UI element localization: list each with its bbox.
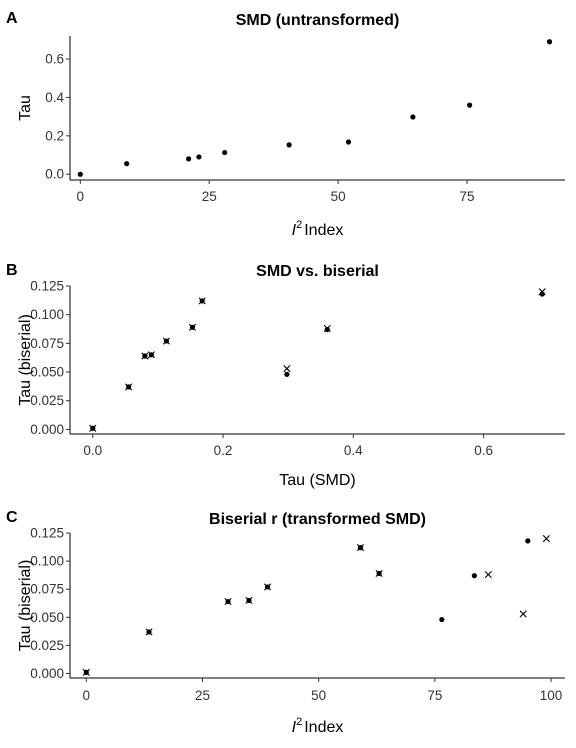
x-tick-label: 25 <box>202 189 217 204</box>
chart-title: SMD (untransformed) <box>236 12 400 29</box>
x-tick-label: 0.2 <box>214 443 233 458</box>
panel-letter: B <box>6 262 18 279</box>
data-point <box>324 326 330 333</box>
x-tick-label: 0 <box>83 688 91 703</box>
panel-b: B SMD vs. biserial 0.0 0.2 0.4 0.6 0.000 0.025 0… <box>6 262 565 489</box>
data-point-cross <box>245 596 253 605</box>
y-tick-label: 0.125 <box>30 279 64 294</box>
panel-a: A SMD (untransformed) 0 25 50 75 0.0 0.2 0.4 0.6 I… <box>6 10 565 239</box>
data-point <box>467 102 473 108</box>
data-point-cross <box>147 351 156 359</box>
x-axis-superscript: 2 <box>296 716 302 728</box>
data-point-cross <box>82 668 90 676</box>
x-tick-label: 25 <box>195 688 210 703</box>
panel-letter: A <box>6 10 18 27</box>
data-point-cross <box>188 323 197 331</box>
data-point-cross <box>145 628 153 636</box>
x-axis-title: I2 Index <box>292 219 344 239</box>
y-tick-label: 0.050 <box>30 365 64 380</box>
x-tick-label: 75 <box>427 688 442 703</box>
x-axis-title: I2 Index <box>292 716 344 736</box>
y-tick-label: 0.0 <box>45 167 64 182</box>
data-point-cross <box>484 571 492 579</box>
x-tick-label: 50 <box>311 688 326 703</box>
y-tick-label: 0.125 <box>30 526 64 541</box>
data-point <box>284 371 290 377</box>
y-tick-label: 0.100 <box>30 307 64 322</box>
x-tick-label: 0.0 <box>83 443 102 458</box>
chart-title: SMD vs. biserial <box>256 263 379 280</box>
data-point-cross <box>198 297 206 305</box>
y-tick-label: 0.000 <box>30 666 64 681</box>
data-point-cross <box>519 610 527 618</box>
data-point <box>410 114 416 120</box>
data-point <box>525 538 531 544</box>
y-tick-label: 0.050 <box>30 610 64 625</box>
panel-letter: C <box>6 509 18 526</box>
x-tick-label: 75 <box>460 189 475 204</box>
y-axis-label: Tau <box>17 95 34 121</box>
data-point <box>185 156 192 162</box>
data-point <box>196 154 202 160</box>
x-axis-label: Index <box>304 719 343 736</box>
x-tick-label: 0.4 <box>344 443 363 458</box>
chart-title: Biserial r (transformed SMD) <box>209 511 426 528</box>
x-tick-label: 0 <box>77 189 85 204</box>
data-point-cross <box>224 597 232 606</box>
data-point <box>222 149 228 156</box>
data-point <box>439 616 445 623</box>
data-point-cross <box>323 324 331 333</box>
x-tick-label: 50 <box>331 189 346 204</box>
data-point-cross <box>162 337 170 345</box>
x-axis-label: Tau (SMD) <box>279 472 355 489</box>
y-axis-label: Tau (biserial) <box>17 314 34 406</box>
data-point-cross <box>89 424 97 432</box>
data-point-cross <box>141 352 149 360</box>
x-axis-label: Index <box>304 222 343 239</box>
data-point-cross <box>542 535 550 543</box>
data-point <box>286 142 292 148</box>
y-tick-label: 0.025 <box>30 638 64 653</box>
x-axis-superscript: 2 <box>296 219 302 231</box>
panel-c: C Biserial r (transformed SMD) 0 25 50 75 100 0… <box>6 509 565 736</box>
y-tick-label: 0.100 <box>30 554 64 569</box>
data-point-cross <box>283 365 291 373</box>
data-point-cross <box>538 288 546 296</box>
data-point <box>77 171 83 177</box>
data-point <box>345 139 352 145</box>
data-point-cross <box>375 569 383 578</box>
x-axis-title: Tau (SMD) <box>279 472 355 489</box>
y-tick-label: 0.000 <box>30 422 64 437</box>
data-point-cross <box>356 544 365 552</box>
x-axis-symbol: I <box>292 222 297 239</box>
y-tick-label: 0.025 <box>30 393 64 408</box>
y-tick-label: 0.2 <box>45 128 64 143</box>
y-tick-label: 0.4 <box>45 90 64 105</box>
data-point <box>471 573 477 579</box>
y-axis-label: Tau (biserial) <box>17 560 34 652</box>
data-point <box>124 161 130 167</box>
y-tick-label: 0.6 <box>45 52 64 67</box>
data-point <box>546 39 553 45</box>
x-axis-symbol: I <box>292 719 297 736</box>
y-tick-label: 0.075 <box>30 336 64 351</box>
x-tick-label: 0.6 <box>474 443 493 458</box>
data-point-cross <box>263 583 272 591</box>
x-tick-label: 100 <box>540 688 563 703</box>
data-point-cross <box>125 383 133 391</box>
y-tick-label: 0.075 <box>30 582 64 597</box>
